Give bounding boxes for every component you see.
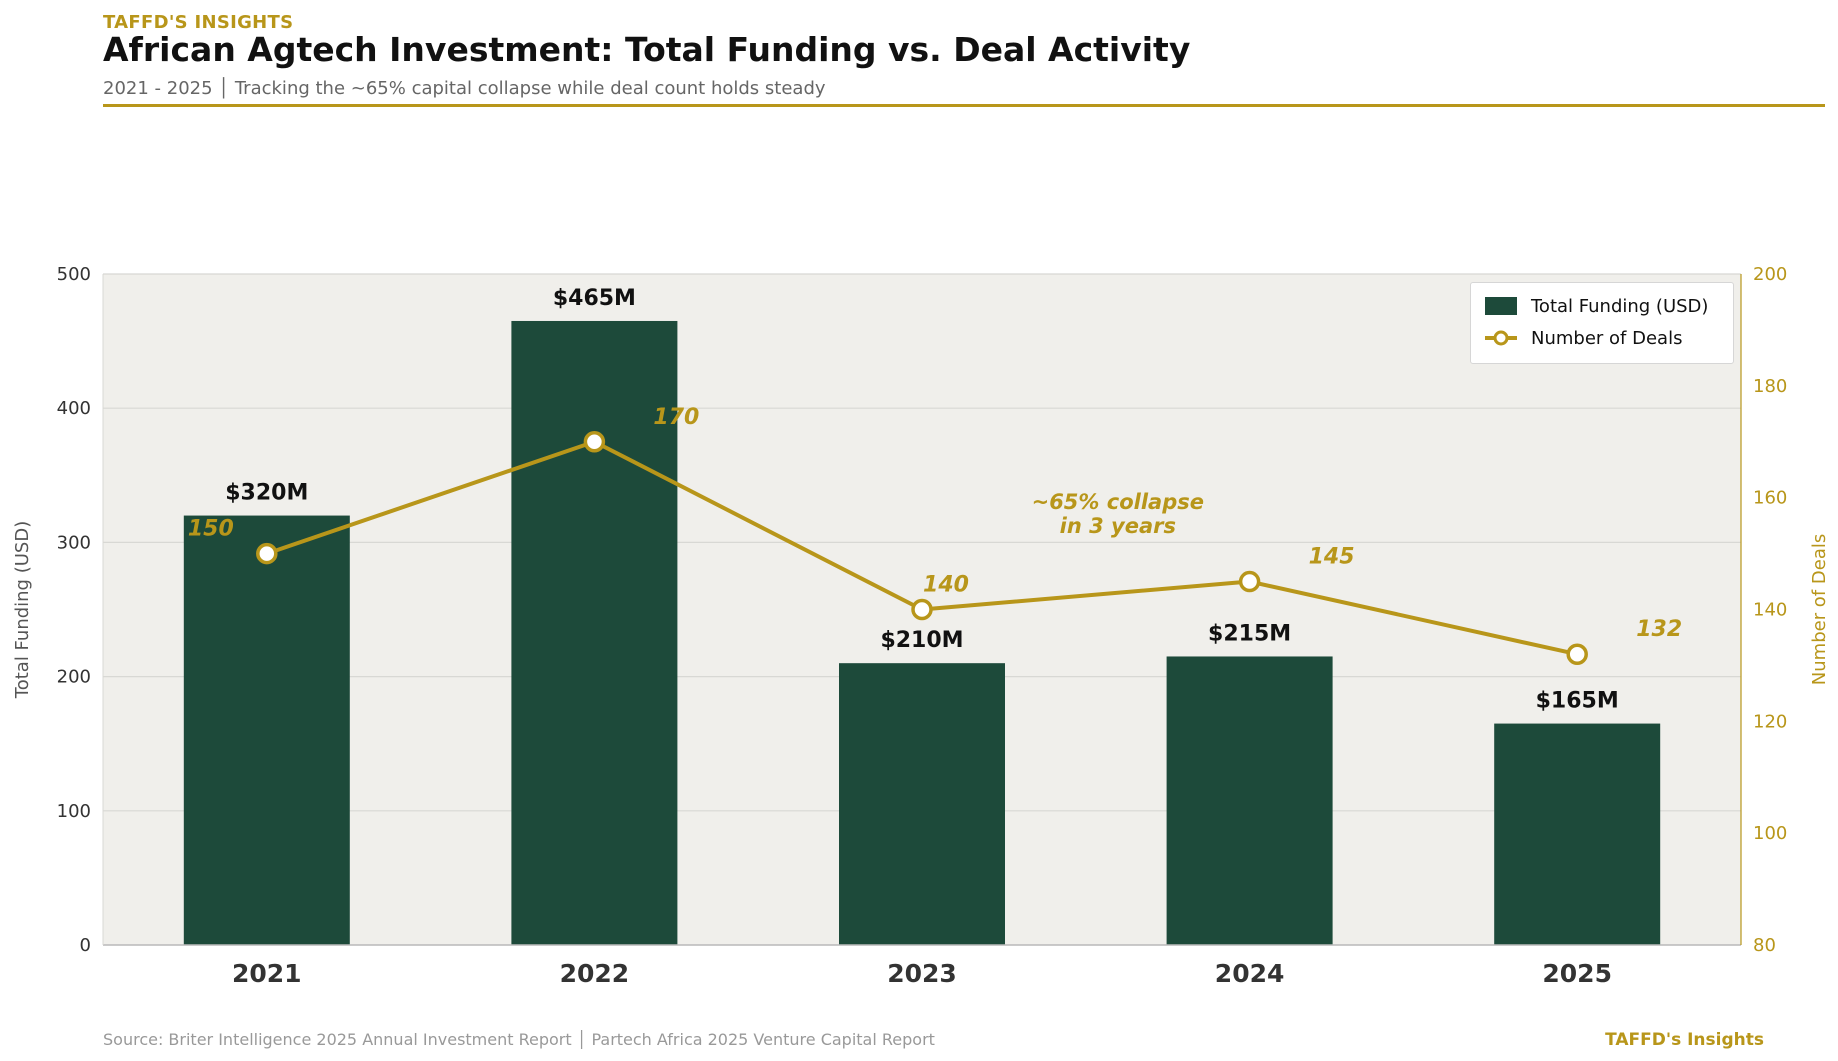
legend-item-deals: Number of Deals (1485, 325, 1682, 351)
kicker-label: TAFFD'S INSIGHTS (103, 12, 294, 33)
bar-series (183, 320, 1661, 946)
y2-tick-label: 200 (1753, 264, 1787, 285)
bar-2022 (511, 320, 678, 946)
y2-tick-label: 140 (1753, 600, 1787, 621)
y-tick-label: 100 (57, 801, 91, 822)
y-tick-label: 500 (57, 264, 91, 285)
y-tick-label: 300 (57, 532, 91, 553)
axes: 0 100 200 300 400 500 80 100 120 140 160 180 200 Tota… (12, 264, 1830, 988)
bar-2024 (1166, 656, 1333, 945)
y2-tick-label: 120 (1753, 711, 1787, 732)
legend: Total Funding (USD) Number of Deals (1470, 282, 1734, 364)
chart-title: African Agtech Investment: Total Funding… (103, 30, 1191, 69)
y2-tick-label: 160 (1753, 488, 1787, 509)
footer-brand: TAFFD's Insights (1605, 1030, 1764, 1050)
legend-label-funding: Total Funding (USD) (1531, 295, 1709, 317)
source-note: Source: Briter Intelligence 2025 Annual … (103, 1030, 935, 1049)
x-tick-label: 2025 (1542, 959, 1612, 988)
bar-data-label: $320M (225, 481, 308, 506)
deals-point-2023 (911, 598, 933, 621)
bar-2023 (839, 663, 1005, 945)
bar-data-label: $210M (880, 628, 963, 653)
line-series: 150 170 140 145 132 (188, 405, 1682, 665)
y2-tick-label: 180 (1753, 376, 1787, 397)
bar-data-label: $165M (1536, 689, 1619, 714)
y2-tick-label: 100 (1753, 823, 1787, 844)
y-tick-label: 400 (57, 398, 91, 419)
bar-data-label: $215M (1208, 621, 1291, 646)
header-rule (103, 104, 1825, 107)
bar-data-labels: $320M $465M $210M $215M $165M (225, 286, 1619, 714)
bar-2021 (183, 515, 350, 945)
deals-data-label: 150 (188, 517, 234, 542)
annotation-line: in 3 years (1060, 514, 1176, 538)
deals-point-2024 (1238, 570, 1261, 593)
deals-data-label: 132 (1636, 617, 1682, 642)
y2-axis-title: Number of Deals (1809, 534, 1830, 685)
legend-item-funding: Total Funding (USD) (1485, 293, 1708, 319)
y-tick-label: 0 (80, 935, 91, 956)
x-tick-label: 2021 (232, 959, 302, 988)
y-axis-title: Total Funding (USD) (12, 521, 33, 699)
deals-point-2025 (1566, 643, 1588, 665)
x-tick-label: 2024 (1215, 959, 1285, 988)
bar-data-label: $465M (553, 286, 636, 311)
chart-subtitle: 2021 - 2025 │ Tracking the ~65% capital … (103, 78, 826, 99)
bar-2025 (1494, 723, 1661, 945)
legend-label-deals: Number of Deals (1531, 327, 1683, 349)
legend-swatch-line (1485, 329, 1517, 347)
annotation-line: ~65% collapse (1032, 490, 1204, 514)
deals-point-2021 (256, 542, 278, 565)
x-tick-label: 2022 (560, 959, 630, 988)
deals-data-label: 140 (923, 573, 969, 598)
x-tick-label: 2023 (887, 959, 957, 988)
y2-tick-label: 80 (1753, 935, 1776, 956)
deals-data-label: 170 (653, 405, 699, 430)
y-tick-label: 200 (57, 667, 91, 688)
legend-swatch-bar (1485, 297, 1517, 315)
deals-data-label: 145 (1309, 545, 1355, 570)
deals-point-2022 (583, 431, 606, 453)
